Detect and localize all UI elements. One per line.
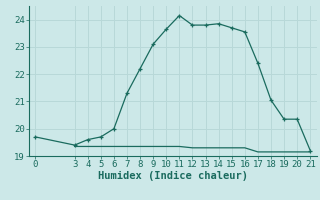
X-axis label: Humidex (Indice chaleur): Humidex (Indice chaleur) <box>98 171 248 181</box>
